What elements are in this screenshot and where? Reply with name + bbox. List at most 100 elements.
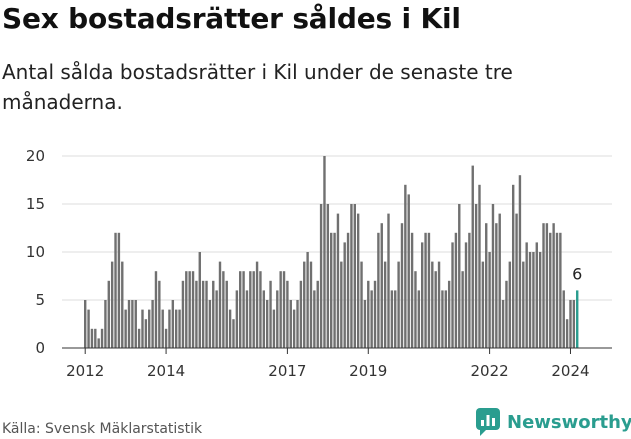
bar xyxy=(245,290,249,348)
bar xyxy=(249,271,252,348)
x-axis-labels: 2012 2014 2017 2019 2022 2024 xyxy=(66,362,589,380)
bar xyxy=(565,319,569,348)
bar xyxy=(380,223,383,348)
bar xyxy=(174,309,178,348)
bar-layer xyxy=(84,156,579,348)
bar xyxy=(454,232,458,348)
bar xyxy=(545,223,549,348)
bar xyxy=(286,280,289,348)
chart-subtitle: Antal sålda bostadsrätter i Kil under de… xyxy=(2,60,513,114)
bar xyxy=(117,232,121,348)
bar xyxy=(208,300,212,348)
highlight-value-label: 6 xyxy=(572,264,582,283)
bar xyxy=(549,232,552,348)
bar xyxy=(97,338,100,348)
bar xyxy=(94,328,97,348)
bar xyxy=(400,223,404,348)
bar xyxy=(417,290,421,348)
bar xyxy=(356,213,360,348)
bar xyxy=(269,280,272,348)
bar xyxy=(131,300,134,348)
bar xyxy=(410,232,414,348)
source-note: Källa: Svensk Mäklarstatistik xyxy=(2,421,203,437)
newsworthy-logo-icon xyxy=(476,408,500,436)
bar xyxy=(218,261,222,348)
bar xyxy=(222,271,225,348)
bar xyxy=(279,271,282,348)
y-axis-labels: 0 5 10 15 20 xyxy=(26,147,45,357)
bar xyxy=(370,290,373,348)
bar xyxy=(326,204,330,348)
bar xyxy=(107,280,110,348)
bar xyxy=(441,290,444,348)
bar xyxy=(255,261,259,348)
x-tick-label-2014: 2014 xyxy=(147,362,185,380)
bar xyxy=(346,232,350,348)
bar xyxy=(272,309,276,348)
bar xyxy=(515,213,518,348)
bar xyxy=(137,328,141,348)
bar xyxy=(303,261,306,348)
bar xyxy=(340,261,343,348)
bar xyxy=(491,204,495,348)
bar xyxy=(154,271,158,348)
bar xyxy=(195,280,198,348)
bar xyxy=(522,261,525,348)
bar xyxy=(299,280,303,348)
bar xyxy=(181,280,185,348)
bar xyxy=(121,261,124,348)
bar xyxy=(185,271,188,348)
bar xyxy=(282,271,286,348)
bar xyxy=(350,204,353,348)
bar xyxy=(178,309,181,348)
bar xyxy=(559,232,562,348)
bar xyxy=(232,319,235,348)
bar xyxy=(569,300,572,348)
bar xyxy=(124,309,127,348)
bar xyxy=(242,271,245,348)
bar xyxy=(552,223,555,348)
bar xyxy=(572,300,576,348)
bar xyxy=(390,290,394,348)
bar xyxy=(309,261,313,348)
bar xyxy=(228,309,232,348)
bar xyxy=(528,252,532,348)
bar xyxy=(353,204,356,348)
bar xyxy=(488,252,491,348)
bar xyxy=(387,213,390,348)
bar xyxy=(367,280,370,348)
bar xyxy=(319,204,323,348)
y-tick-label-5: 5 xyxy=(35,291,45,309)
bar xyxy=(265,300,269,348)
bar xyxy=(555,232,559,348)
bar xyxy=(427,232,431,348)
bar xyxy=(461,271,464,348)
annotation-layer: 6 xyxy=(572,264,582,283)
bar xyxy=(434,271,437,348)
x-tick-label-2024: 2024 xyxy=(551,362,589,380)
bar xyxy=(495,223,498,348)
bar xyxy=(464,242,468,348)
bar xyxy=(394,290,397,348)
bar xyxy=(323,156,326,348)
x-axis xyxy=(62,347,612,354)
bar xyxy=(104,300,107,348)
bar xyxy=(451,242,454,348)
bar xyxy=(134,300,137,348)
bar xyxy=(239,271,242,348)
brand: Newsworthy xyxy=(476,408,631,436)
bar xyxy=(444,290,447,348)
bar xyxy=(158,280,161,348)
bar xyxy=(225,280,228,348)
bar xyxy=(343,242,346,348)
x-tick-label-2022: 2022 xyxy=(471,362,509,380)
bar xyxy=(161,309,164,348)
y-tick-label-10: 10 xyxy=(26,243,45,261)
bar-highlight xyxy=(576,290,579,348)
bar xyxy=(447,280,451,348)
bar xyxy=(404,184,407,348)
bar xyxy=(431,261,434,348)
bar xyxy=(471,165,474,348)
bar xyxy=(538,252,542,348)
